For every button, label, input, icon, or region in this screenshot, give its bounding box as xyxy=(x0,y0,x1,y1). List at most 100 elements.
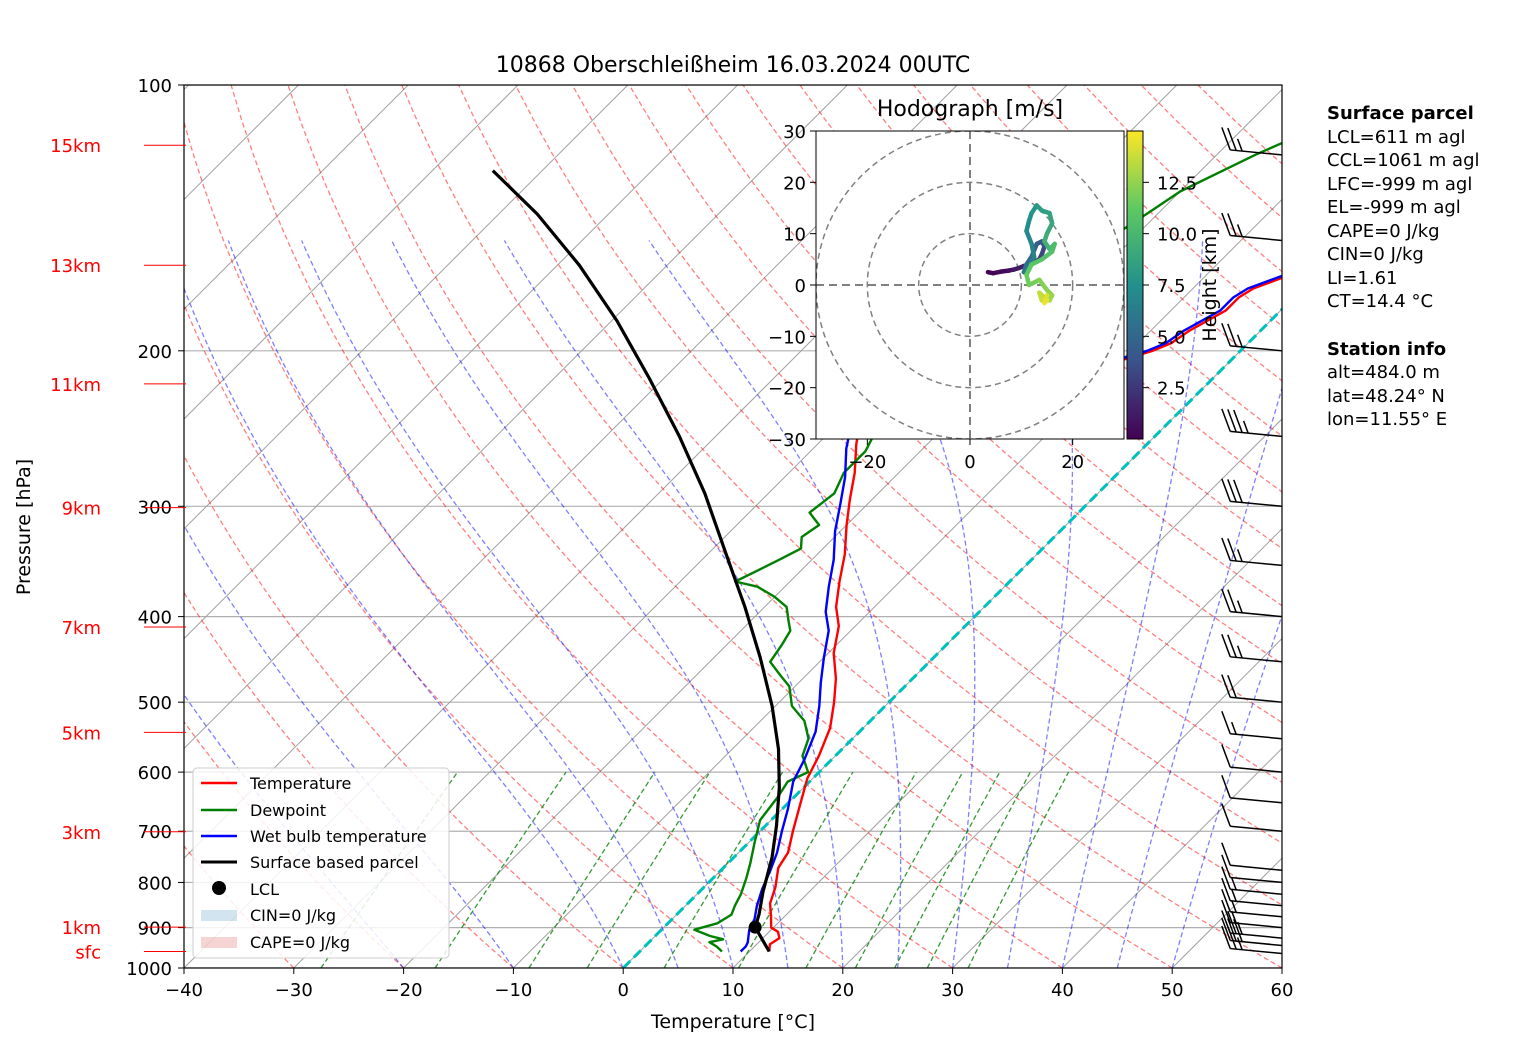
surface-parcel-line: EL=-999 m agl xyxy=(1327,197,1461,218)
height-label: 9km xyxy=(62,499,101,520)
wind-barb-full-flag xyxy=(1221,877,1231,901)
y-tick-label: 700 xyxy=(138,822,172,843)
wind-barb-half-flag xyxy=(1236,224,1243,237)
legend-swatch-cin xyxy=(201,910,237,921)
wind-barb-half-flag xyxy=(1230,899,1237,913)
y-tick-label: 500 xyxy=(138,693,172,714)
wind-barb-full-flag xyxy=(1233,409,1243,433)
y-tick-label: 800 xyxy=(138,873,172,894)
wind-barb xyxy=(1221,323,1283,352)
wind-barb-full-flag xyxy=(1227,479,1237,503)
wind-barb xyxy=(1221,888,1283,918)
hodograph-y-tick-label: −20 xyxy=(768,379,806,400)
zero-degree-isotherm xyxy=(622,307,1282,968)
wind-barb-full-flag xyxy=(1221,910,1231,934)
surface-parcel-line: CCL=1061 m agl xyxy=(1327,150,1480,171)
colorbar xyxy=(1126,130,1144,440)
wind-barb-full-flag xyxy=(1227,213,1237,237)
chart-title: 10868 Oberschleißheim 16.03.2024 00UTC xyxy=(496,53,971,78)
wind-barb-staff xyxy=(1230,656,1283,663)
wind-barb-half-flag xyxy=(1230,888,1237,902)
height-labels: 15km 13km 11km 9km 7km 5km 3km 1km sfc xyxy=(50,136,186,964)
wind-barb-staff xyxy=(1230,345,1283,352)
colorbar-label: Height [km] xyxy=(1199,228,1221,341)
wind-barb xyxy=(1221,633,1283,663)
x-axis-ticks: −40 −30 −20 −10 0 10 20 30 40 50 60 xyxy=(165,968,1293,1001)
wind-barb xyxy=(1221,854,1283,884)
station-info-line: lat=48.24° N xyxy=(1327,385,1445,407)
isotherm-line xyxy=(1062,747,1282,968)
wind-barb xyxy=(1221,478,1283,508)
wind-barb-staff xyxy=(1230,500,1283,508)
wind-barb xyxy=(1221,842,1283,871)
wind-barb xyxy=(1221,866,1283,895)
hodograph-y-tick-label: −10 xyxy=(768,327,806,348)
y-tick-label: 200 xyxy=(138,342,172,363)
hodograph-y-tick-label: 20 xyxy=(783,173,806,194)
legend-swatch-lcl xyxy=(212,881,226,895)
hodograph-ring xyxy=(866,181,1074,389)
wind-barb-staff xyxy=(1230,234,1283,242)
lcl-marker xyxy=(748,920,762,934)
wind-barb-full-flag xyxy=(1227,409,1237,433)
legend-label-cin: CIN=0 J/kg xyxy=(250,906,336,925)
isotherm-line xyxy=(513,198,1282,968)
wind-barb-full-flag xyxy=(1227,538,1237,562)
moist-adiabat xyxy=(1116,385,1282,968)
wind-barb-staff xyxy=(1230,864,1283,871)
x-axis-label: Temperature [°C] xyxy=(650,1011,815,1033)
legend-label-parcel: Surface based parcel xyxy=(250,853,419,872)
wind-barb-full-flag xyxy=(1221,633,1231,658)
mixing-ratio-line xyxy=(854,771,964,968)
wind-barb-staff xyxy=(1230,911,1283,918)
wind-barb xyxy=(1221,803,1283,832)
surface-parcel-line: LI=1.61 xyxy=(1327,267,1398,289)
hodograph-title: Hodograph [m/s] xyxy=(877,97,1063,122)
wind-barb-half-flag xyxy=(1236,600,1243,614)
wind-barb xyxy=(1221,775,1283,804)
wind-barb-staff xyxy=(1230,947,1283,955)
moist-adiabat xyxy=(1171,613,1282,968)
hodograph-y-tick-label: 10 xyxy=(783,225,806,246)
wind-barb-half-flag xyxy=(1236,334,1243,348)
isotherm-line xyxy=(184,85,409,310)
x-tick-label: 10 xyxy=(722,980,745,1001)
moist-adiabat xyxy=(391,240,789,968)
wind-barb xyxy=(1221,537,1283,567)
dry-adiabat xyxy=(401,85,1282,968)
isotherm-line xyxy=(184,85,519,420)
dry-adiabat xyxy=(184,454,624,968)
wind-barb-full-flag xyxy=(1221,925,1231,949)
wind-barb-full-flag xyxy=(1221,775,1231,799)
profile-wet-bulb-temperature xyxy=(739,274,1282,953)
isotherm-line xyxy=(184,85,738,640)
wind-barb-full-flag xyxy=(1227,674,1237,699)
colorbar-ticks: 2.5 5.0 7.5 10.0 12.5 xyxy=(1143,173,1197,400)
wind-barb-half-flag xyxy=(1242,420,1249,434)
wind-barb xyxy=(1221,899,1283,929)
x-tick-label: −30 xyxy=(275,980,313,1001)
wind-barb-full-flag xyxy=(1221,323,1231,347)
wind-barb-staff xyxy=(1230,430,1283,438)
wind-barb-staff xyxy=(1230,766,1283,773)
station-info-title: Station info xyxy=(1327,338,1447,360)
isotherm-line xyxy=(842,528,1282,968)
y-tick-label: 400 xyxy=(138,608,172,629)
legend-label-lcl: LCL xyxy=(250,880,279,899)
hodograph-segment xyxy=(1042,298,1050,306)
hodograph-y-tick-label: −30 xyxy=(768,430,806,451)
station-info-line: alt=484.0 m xyxy=(1327,362,1440,383)
dry-adiabat xyxy=(458,85,1282,906)
hodograph-x-tick-label: −20 xyxy=(848,452,886,473)
hodograph-rings xyxy=(816,131,1124,439)
height-label: 13km xyxy=(50,256,101,277)
wind-barb-full-flag xyxy=(1221,674,1231,698)
y-tick-label: 1000 xyxy=(126,959,172,980)
wind-barb-full-flag xyxy=(1227,127,1237,151)
wind-barb xyxy=(1221,877,1283,907)
legend: Temperature Dewpoint Wet bulb temperatur… xyxy=(192,767,450,959)
wind-barb-full-flag xyxy=(1221,537,1231,561)
hodograph-y-tick-label: 30 xyxy=(783,122,806,143)
x-tick-label: −20 xyxy=(385,980,423,1001)
